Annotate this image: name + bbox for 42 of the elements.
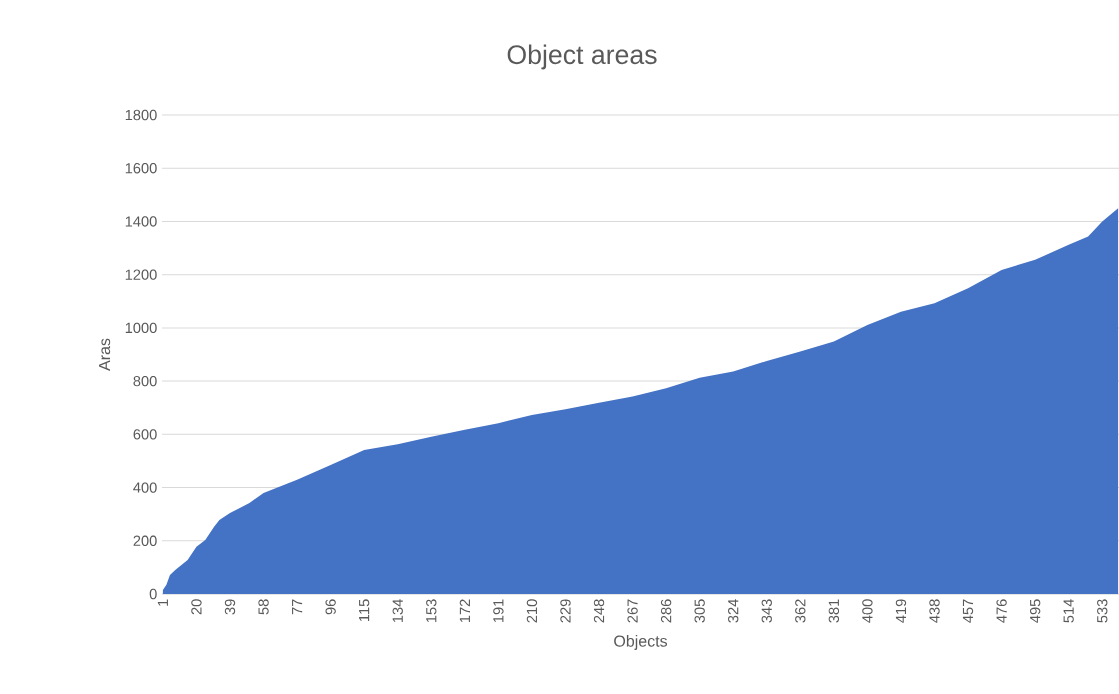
x-axis-title: Objects [614,635,668,650]
x-tick-label: 495 [1029,599,1041,623]
x-tick-label: 438 [929,599,940,623]
x-tick-label: 476 [996,599,1007,623]
x-tick-label: 20 [191,599,202,615]
y-tick-label: 1400 [125,216,157,227]
y-tick-label: 400 [133,482,157,493]
x-tick-label: 286 [660,599,672,623]
x-tick-label: 96 [325,599,336,615]
x-tick-label: 305 [694,599,705,623]
y-tick-label: 0 [149,588,157,600]
x-tick-label: 514 [1063,599,1074,623]
x-tick-label: 400 [862,599,873,623]
x-tick-label: 229 [560,599,571,623]
x-tick-label: 115 [359,599,370,621]
y-tick-label: 600 [133,429,157,440]
y-axis-title: Aras [99,338,111,371]
y-tick-label: 1600 [125,163,157,174]
x-tick-label: 419 [895,599,907,623]
x-tick-label: 210 [526,599,538,623]
x-tick-label: 343 [761,599,772,623]
x-tick-label: 362 [795,599,806,623]
x-tick-label: 172 [459,599,470,623]
x-tick-label: 381 [828,599,840,623]
x-tick-label: 153 [426,599,437,623]
x-tick-label: 533 [1097,599,1108,623]
chart-title: Object areas [507,44,657,70]
x-tick-label: 134 [392,599,403,623]
x-tick-label: 58 [258,599,269,615]
x-tick-label: 1 [157,599,168,606]
y-tick-label: 200 [133,535,157,546]
x-tick-label: 191 [493,599,504,623]
x-tick-label: 324 [728,599,739,623]
x-tick-label: 248 [593,599,605,623]
x-tick-label: 77 [292,599,303,615]
y-tick-label: 800 [133,375,157,387]
y-tick-label: 1800 [125,109,157,121]
y-tick-label: 1000 [125,322,157,334]
x-tick-label: 457 [962,599,974,623]
y-tick-label: 1200 [125,269,157,280]
x-tick-label: 39 [224,599,236,615]
x-tick-label: 267 [627,599,638,623]
